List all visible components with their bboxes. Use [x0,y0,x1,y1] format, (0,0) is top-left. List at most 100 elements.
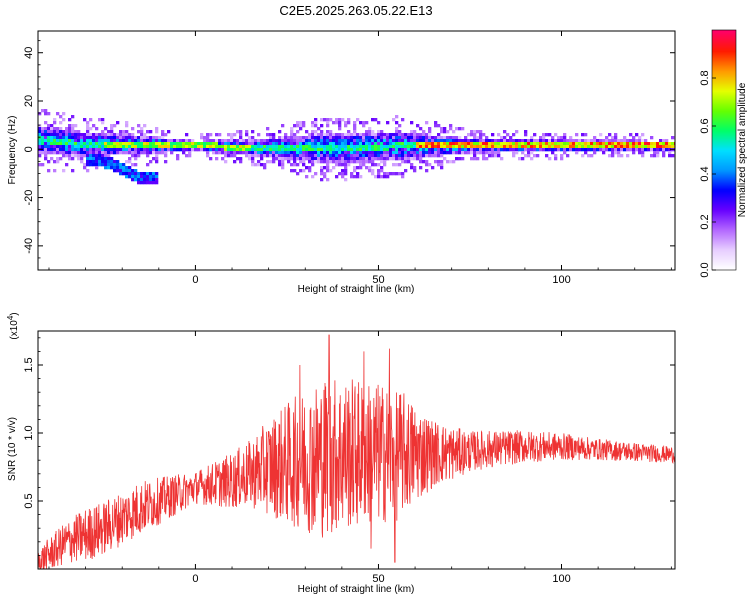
heatmap-cell [266,145,270,149]
heatmap-cell [380,148,384,152]
heatmap-cell [395,115,399,119]
heatmap-cell [395,127,399,131]
heatmap-cell [101,130,105,134]
heatmap-cell [173,145,177,149]
heatmap-cell [86,163,90,167]
heatmap-cell [137,178,141,182]
heatmap-cell [338,142,342,146]
heatmap-cell [296,142,300,146]
heatmap-cell [299,139,303,143]
heatmap-cell [86,133,90,137]
heatmap-cell [128,160,132,164]
heatmap-cell [113,133,117,137]
heatmap-cell [434,136,438,140]
heatmap-cell [311,154,315,158]
heatmap-cell [131,154,135,158]
heatmap-cell [236,145,240,149]
heatmap-cell [509,142,513,146]
heatmap-cell [350,139,354,143]
heatmap-cell [203,136,207,140]
heatmap-cell [293,139,297,143]
heatmap-cell [290,127,294,131]
heatmap-cell [398,163,402,167]
heatmap-cell [437,142,441,146]
heatmap-cell [371,160,375,164]
heatmap-cell [293,142,297,146]
heatmap-cell [146,178,150,182]
heatmap-cell [248,136,252,140]
heatmap-cell [302,163,306,167]
heatmap-cell [383,148,387,152]
heatmap-cell [632,145,636,149]
heatmap-cell [362,133,366,137]
heatmap-cell [356,154,360,158]
heatmap-cell [203,139,207,143]
heatmap-cell [341,118,345,122]
heatmap-cell [68,127,72,131]
heatmap-cell [74,148,78,152]
heatmap-cell [86,127,90,131]
heatmap-cell [290,133,294,137]
heatmap-cell [422,139,426,143]
heatmap-cell [95,136,99,140]
heatmap-cell [479,130,483,134]
heatmap-cell [266,127,270,131]
heatmap-cell [170,139,174,143]
heatmap-cell [233,139,237,143]
heatmap-cell [101,154,105,158]
heatmap-cell [245,133,249,137]
colorbar-swatch [712,152,736,155]
heatmap-cell [419,148,423,152]
heatmap-cell [272,151,276,155]
heatmap-cell [47,169,51,173]
heatmap-cell [554,142,558,146]
heatmap-cell [422,130,426,134]
heatmap-cell [494,154,498,158]
heatmap-cell [146,130,150,134]
heatmap-cell [638,148,642,152]
colorbar-swatch [712,50,736,53]
heatmap-cell [65,139,69,143]
heatmap-cell [44,145,48,149]
colorbar-swatch [712,60,736,63]
heatmap-cell [77,157,81,161]
heatmap-cell [119,166,123,170]
heatmap-cell [65,151,69,155]
heatmap-cell [254,145,258,149]
heatmap-cell [512,148,516,152]
heatmap-cell [95,127,99,131]
heatmap-cell [50,148,54,152]
heatmap-cell [605,148,609,152]
heatmap-cell [470,142,474,146]
heatmap-cell [341,160,345,164]
heatmap-cell [353,130,357,134]
heatmap-cell [293,148,297,152]
heatmap-cell [482,139,486,143]
heatmap-cell [629,142,633,146]
colorbar-tick-label: 0.0 [699,262,711,277]
heatmap-cell [176,139,180,143]
heatmap-cell [41,163,45,167]
heatmap-cell [593,142,597,146]
heatmap-cell [89,127,93,131]
heatmap-cell [257,139,261,143]
heatmap-cell [152,148,156,152]
heatmap-cell [134,178,138,182]
heatmap-cell [236,157,240,161]
heatmap-cell [482,142,486,146]
heatmap-cell [179,139,183,143]
heatmap-cell [83,163,87,167]
heatmap-cell [221,142,225,146]
colorbar-swatch [712,216,736,219]
heatmap-cell [167,130,171,134]
heatmap-cell [485,139,489,143]
snr-x-tick-label: 50 [372,573,384,585]
heatmap-cell [497,145,501,149]
heatmap-cell [440,127,444,131]
heatmap-cell [197,148,201,152]
heatmap-cell [77,148,81,152]
colorbar-swatch [712,32,736,35]
colorbar-swatch [712,260,736,263]
heatmap-cell [662,139,666,143]
